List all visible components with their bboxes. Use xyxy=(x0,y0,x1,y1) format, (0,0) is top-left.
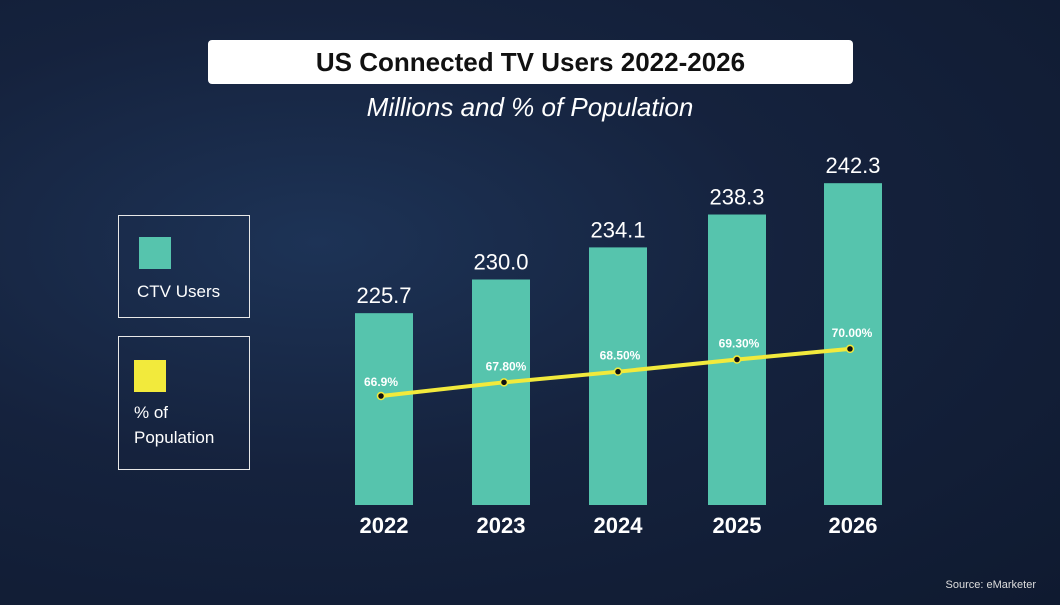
x-tick-label: 2022 xyxy=(360,513,409,538)
bar-2024 xyxy=(589,247,647,505)
legend-swatch-population xyxy=(134,360,166,392)
x-tick-label: 2023 xyxy=(477,513,526,538)
population-value-label: 69.30% xyxy=(719,337,760,351)
population-point xyxy=(845,344,855,354)
population-value-label: 70.00% xyxy=(832,326,873,340)
x-tick-label: 2024 xyxy=(594,513,644,538)
bar-value-label: 225.7 xyxy=(356,283,411,308)
x-tick-label: 2025 xyxy=(713,513,762,538)
legend-label-population: % of Population xyxy=(134,403,215,447)
bar-2023 xyxy=(472,279,530,505)
bar-2022 xyxy=(355,313,413,505)
legend-population: % of Population xyxy=(118,336,250,470)
population-value-label: 68.50% xyxy=(600,349,641,363)
x-tick-label: 2026 xyxy=(829,513,878,538)
source-note: Source: eMarketer xyxy=(945,579,1036,591)
bar-value-label: 234.1 xyxy=(590,217,645,242)
chart-title: US Connected TV Users 2022-2026 xyxy=(208,40,853,84)
legend-swatch-ctv xyxy=(139,237,171,269)
population-value-label: 67.80% xyxy=(486,359,527,373)
bar-2026 xyxy=(824,183,882,505)
bar-value-label: 238.3 xyxy=(709,185,764,210)
bar-value-label: 242.3 xyxy=(825,153,880,178)
chart-subtitle: Millions and % of Population xyxy=(366,92,694,122)
legend-ctv-users: CTV Users xyxy=(118,215,250,318)
legend-label-ctv: CTV Users xyxy=(137,282,221,301)
bar-value-label: 230.0 xyxy=(473,249,528,274)
population-point xyxy=(613,367,623,376)
population-point xyxy=(499,378,509,387)
population-point xyxy=(732,355,742,364)
population-point xyxy=(376,391,386,401)
population-value-label: 66.9% xyxy=(364,375,398,389)
